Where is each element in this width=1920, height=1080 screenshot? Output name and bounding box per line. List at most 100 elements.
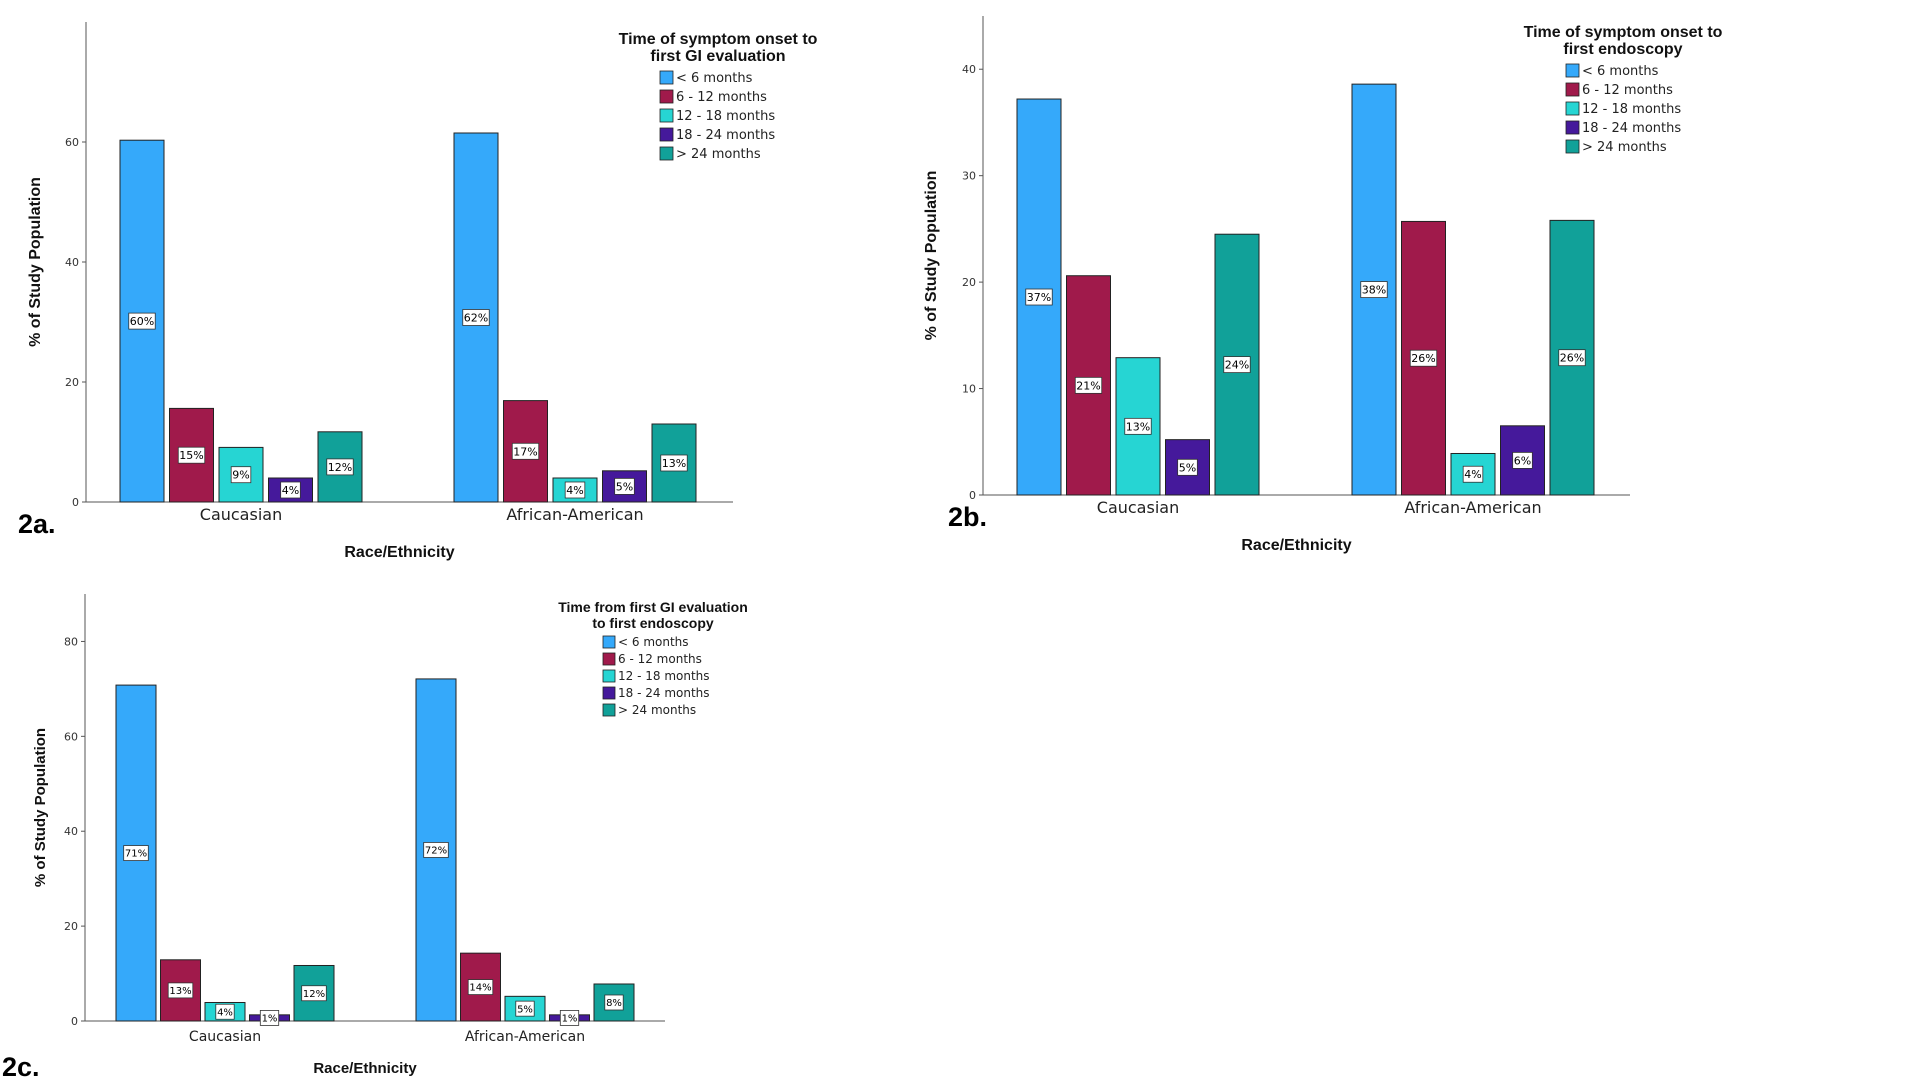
- data-label: 13%: [662, 457, 686, 470]
- data-label-box: [1025, 288, 1053, 306]
- data-label-box: [1360, 281, 1388, 298]
- legend-swatch: [659, 89, 674, 104]
- legend-swatch: [1565, 101, 1580, 116]
- y-tick-label: 20: [962, 276, 976, 289]
- chart-panel-2: 0 10 20 30 40 37% 21% 13% 5% 24% Caucasian 38% 26% 4%…: [923, 16, 1723, 554]
- data-label-box: [467, 979, 494, 995]
- legend-swatch: [602, 635, 616, 649]
- panel-label: 2a.: [18, 509, 56, 539]
- data-label-box: [123, 845, 149, 861]
- category-label: African-American: [465, 1029, 585, 1045]
- bar: [453, 132, 499, 503]
- data-label-box: [326, 458, 354, 476]
- data-label-box: [167, 982, 194, 999]
- legend-item-label: 12 - 18 months: [1582, 102, 1681, 117]
- legend-item-label: < 6 months: [1582, 64, 1659, 79]
- legend-item-label: > 24 months: [676, 147, 761, 162]
- legend-title: Time from first GI evaluation: [558, 599, 748, 615]
- data-label: 1%: [562, 1014, 578, 1025]
- y-tick-label: 80: [64, 635, 78, 648]
- data-label-box: [1409, 349, 1438, 367]
- data-label: 14%: [469, 983, 491, 994]
- y-axis-title: % of Study Population: [32, 728, 49, 887]
- legend-swatch: [602, 669, 616, 683]
- data-label-box: [259, 1010, 280, 1026]
- y-tick-label: 40: [65, 256, 79, 269]
- data-label-box: [1074, 376, 1103, 394]
- data-label: 38%: [1362, 284, 1386, 297]
- data-label: 21%: [1076, 379, 1100, 392]
- category-label: Caucasian: [200, 505, 282, 524]
- chart-panel-3: 0 20 40 60 80 71% 13% 4% 1% 12% Caucasian 72% 14% 5% 1…: [2, 594, 748, 1080]
- data-label: 13%: [169, 986, 191, 997]
- legend-title: Time of symptom onset to: [619, 31, 818, 48]
- data-label-box: [564, 481, 586, 499]
- legend-item-label: 18 - 24 months: [618, 686, 710, 700]
- legend-title: first endoscopy: [1563, 41, 1682, 58]
- legend-item-label: 6 - 12 months: [618, 652, 702, 666]
- data-label-box: [280, 481, 301, 499]
- data-label-box: [1177, 458, 1198, 476]
- data-label-box: [614, 477, 635, 495]
- data-label: 17%: [513, 445, 537, 458]
- data-label: 4%: [566, 484, 583, 497]
- panel-label: 2b.: [948, 502, 987, 532]
- y-tick-label: 0: [72, 496, 79, 509]
- legend-swatch: [602, 652, 616, 666]
- data-label: 62%: [464, 311, 488, 324]
- legend-swatch: [659, 108, 674, 123]
- legend-item-label: > 24 months: [1582, 140, 1667, 155]
- x-axis-title: Race/Ethnicity: [344, 544, 454, 561]
- legend-item-label: > 24 months: [618, 703, 696, 717]
- legend-swatch: [659, 70, 674, 85]
- data-label-box: [1124, 417, 1152, 435]
- legend-swatch: [602, 703, 616, 717]
- data-label: 5%: [517, 1004, 533, 1015]
- data-label-box: [559, 1010, 580, 1026]
- data-label: 37%: [1027, 291, 1051, 304]
- data-label: 12%: [328, 461, 352, 474]
- data-label: 9%: [232, 469, 249, 482]
- data-label: 6%: [1514, 454, 1531, 467]
- data-label: 26%: [1411, 352, 1435, 365]
- y-tick-label: 0: [71, 1015, 78, 1028]
- data-label: 13%: [1126, 420, 1150, 433]
- bar: [218, 446, 264, 503]
- legend-title: Time of symptom onset to: [1524, 24, 1723, 41]
- data-label-box: [1512, 452, 1533, 469]
- data-label: 5%: [1179, 461, 1196, 474]
- data-label-box: [230, 466, 252, 484]
- category-label: African-American: [1404, 498, 1541, 517]
- y-tick-label: 40: [64, 825, 78, 838]
- x-axis-title: Race/Ethnicity: [1241, 537, 1351, 554]
- data-label-box: [301, 985, 327, 1002]
- legend-title: to first endoscopy: [592, 615, 714, 631]
- legend-item-label: < 6 months: [618, 635, 689, 649]
- data-label-box: [1558, 349, 1586, 367]
- data-label: 8%: [606, 998, 622, 1009]
- y-tick-label: 20: [65, 376, 79, 389]
- x-axis-title: Race/Ethnicity: [313, 1060, 417, 1077]
- y-tick-label: 0: [969, 489, 976, 502]
- data-label: 15%: [179, 449, 203, 462]
- data-label-box: [215, 1003, 235, 1020]
- y-tick-label: 40: [962, 63, 976, 76]
- legend-item-label: 12 - 18 months: [676, 109, 775, 124]
- y-tick-label: 60: [65, 136, 79, 149]
- data-label-box: [660, 454, 688, 472]
- data-label: 71%: [125, 849, 147, 860]
- y-tick-label: 20: [64, 920, 78, 933]
- data-label: 12%: [303, 989, 325, 1000]
- data-label: 60%: [130, 315, 154, 328]
- data-label-box: [423, 842, 449, 858]
- data-label-box: [1462, 465, 1484, 483]
- legend-swatch: [659, 146, 674, 161]
- data-label-box: [515, 1000, 535, 1017]
- data-label-box: [128, 312, 156, 330]
- legend-title: first GI evaluation: [650, 48, 785, 65]
- y-axis-title: % of Study Population: [923, 171, 940, 341]
- legend-swatch: [1565, 139, 1580, 154]
- y-tick-label: 10: [962, 383, 976, 396]
- data-label-box: [177, 446, 206, 464]
